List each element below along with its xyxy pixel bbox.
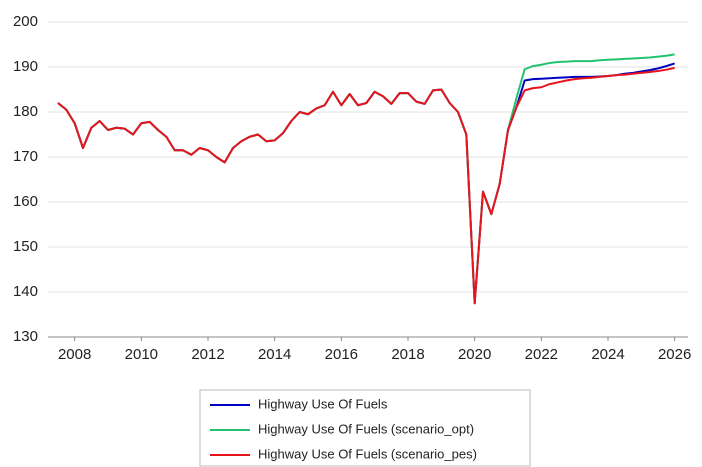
tick-labels: 130 140 150 160 170 180 190 200 2008 2010 2012 2014…	[13, 13, 691, 363]
x-tick-label: 2026	[658, 346, 691, 363]
plot-area	[57, 53, 675, 305]
series-line	[57, 66, 675, 305]
x-tick-label: 2020	[458, 346, 491, 363]
y-tick-label: 170	[13, 148, 38, 165]
series-line	[57, 53, 675, 305]
legend-label: Highway Use Of Fuels (scenario_opt)	[258, 421, 474, 436]
y-tick-label: 150	[13, 238, 38, 255]
grid	[48, 21, 688, 341]
legend-label: Highway Use Of Fuels	[258, 396, 388, 411]
x-tick-label: 2024	[591, 346, 624, 363]
legend-box	[199, 389, 531, 467]
y-tick-label: 160	[13, 193, 38, 210]
series-line	[57, 62, 675, 305]
x-tick-label: 2016	[325, 346, 358, 363]
x-tick-label: 2022	[525, 346, 558, 363]
x-tick-label: 2018	[391, 346, 424, 363]
y-tick-label: 200	[13, 13, 38, 30]
x-tick-label: 2014	[258, 346, 291, 363]
legend-label: Highway Use Of Fuels (scenario_pes)	[258, 446, 477, 461]
y-tick-label: 130	[13, 328, 38, 345]
y-tick-label: 180	[13, 103, 38, 120]
y-tick-label: 140	[13, 283, 38, 300]
x-tick-label: 2010	[125, 346, 158, 363]
y-tick-label: 190	[13, 58, 38, 75]
legend: Highway Use Of Fuels Highway Use Of Fuels…	[210, 396, 477, 461]
x-tick-label: 2012	[191, 346, 224, 363]
x-tick-label: 2008	[58, 346, 91, 363]
